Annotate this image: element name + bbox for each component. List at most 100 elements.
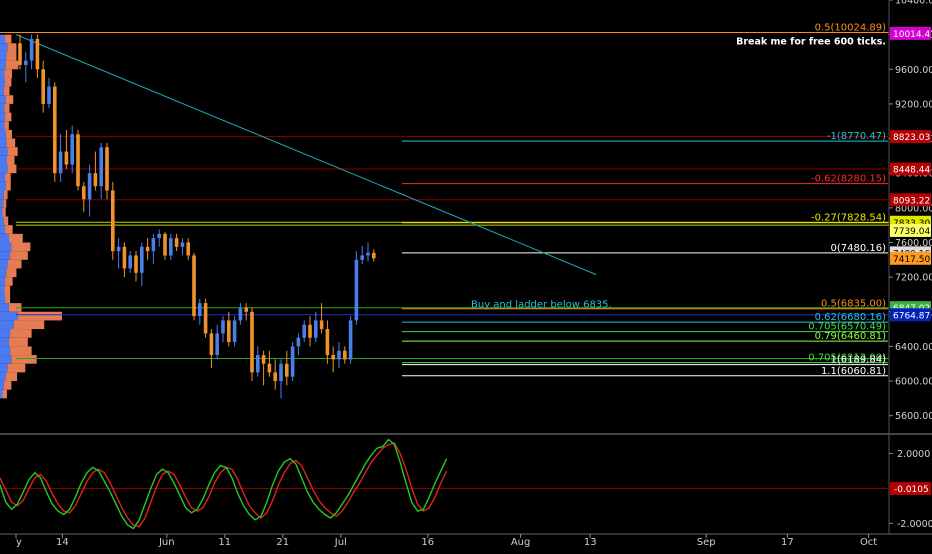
candle-body[interactable] [180, 242, 185, 247]
candle-body[interactable] [285, 363, 289, 377]
oscillator-tick-label: 2.0000 [897, 449, 930, 460]
price-badge-label: 7417.50 [893, 255, 930, 265]
price-axis[interactable]: 5600.006000.006400.006800.007200.007600.… [889, 0, 932, 530]
price-badge-label: 7739.04 [893, 227, 930, 237]
time-axis[interactable]: y 14 Jun 11 21 Jul 16 Aug 13 Sep 17 Oct [15, 534, 877, 548]
oscillator-value-badge[interactable] [890, 482, 931, 496]
candle-body[interactable] [366, 252, 370, 256]
candle-body[interactable] [87, 173, 92, 200]
candle-body[interactable] [151, 238, 156, 252]
candle-body[interactable] [18, 43, 22, 65]
candle-body[interactable] [308, 324, 312, 338]
profile-sell-bar [5, 372, 18, 382]
candle-body[interactable] [221, 320, 225, 334]
candle-body[interactable] [209, 333, 214, 356]
candle-body[interactable] [372, 252, 376, 259]
candle-body[interactable] [58, 151, 63, 174]
price-badge[interactable] [890, 162, 931, 176]
candle-body[interactable] [279, 363, 283, 382]
candle-body[interactable] [244, 307, 248, 312]
candle-body[interactable] [174, 238, 179, 247]
annotation-buy-ladder[interactable]: Buy and ladder below 6835. [471, 300, 612, 311]
candle-body[interactable] [24, 60, 28, 65]
candle-body[interactable] [203, 303, 208, 334]
candle-body[interactable] [47, 86, 51, 104]
candle-body[interactable] [238, 307, 243, 321]
candle-body[interactable] [29, 38, 34, 61]
candle-body[interactable] [169, 238, 173, 256]
price-badge[interactable] [890, 130, 931, 144]
candle-body[interactable] [337, 350, 341, 360]
price-badge[interactable] [890, 193, 931, 207]
annotations-layer[interactable]: Break me for free 600 ticks. Buy and ladd… [471, 36, 886, 310]
price-badge[interactable] [890, 308, 931, 322]
candle-body[interactable] [157, 233, 161, 239]
candle-body[interactable] [267, 363, 272, 373]
candle-body[interactable] [273, 372, 277, 382]
candle-body[interactable] [256, 355, 260, 373]
candle-body[interactable] [140, 246, 144, 273]
candles-layer[interactable] [18, 34, 376, 399]
candle-body[interactable] [261, 355, 266, 364]
fib-levels[interactable]: 0.5(10024.89) -1(8770.47) -0.62(8280.15) -0… [0, 22, 888, 377]
candle-body[interactable] [116, 246, 121, 252]
oscillator-d-line[interactable] [0, 442, 448, 528]
annotation-break-me[interactable]: Break me for free 600 ticks. [736, 36, 886, 47]
candle-body[interactable] [319, 320, 324, 330]
candle-body[interactable] [163, 233, 167, 256]
price-badge[interactable] [890, 26, 931, 40]
trendline-layer[interactable] [15, 34, 597, 275]
profile-buy-bar [0, 147, 8, 156]
profile-buy-bar [0, 346, 11, 356]
candle-body[interactable] [41, 69, 45, 104]
profile-buy-bar [0, 372, 6, 382]
profile-sell-bar [10, 251, 28, 260]
candle-body[interactable] [134, 255, 138, 273]
candle-body[interactable] [99, 147, 103, 187]
candle-body[interactable] [290, 346, 295, 377]
price-tick-label: 5600.00 [895, 411, 932, 422]
candle-body[interactable] [105, 147, 109, 191]
trendline[interactable] [15, 34, 597, 275]
candle-body[interactable] [215, 333, 219, 356]
candle-body[interactable] [354, 259, 359, 321]
candle-body[interactable] [93, 173, 98, 187]
price-badge[interactable] [890, 251, 931, 265]
candle-body[interactable] [198, 303, 202, 317]
candle-body[interactable] [76, 134, 80, 187]
candle-body[interactable] [128, 255, 132, 269]
candle-body[interactable] [70, 134, 74, 165]
price-tick-label: 6400.00 [895, 342, 932, 353]
profile-sell-bar [3, 381, 12, 390]
candle-body[interactable] [64, 151, 69, 165]
oscillator-pane[interactable] [0, 438, 889, 530]
candle-body[interactable] [145, 246, 150, 252]
candle-body[interactable] [35, 38, 40, 70]
profile-buy-bar [0, 164, 8, 174]
candle-body[interactable] [302, 324, 306, 338]
candle-body[interactable] [343, 350, 347, 360]
candle-body[interactable] [348, 320, 353, 360]
candle-body[interactable] [192, 255, 196, 317]
profile-sell-bar [13, 320, 45, 330]
price-badge[interactable] [890, 223, 931, 237]
candle-body[interactable] [122, 246, 127, 269]
candle-body[interactable] [325, 329, 330, 356]
candle-body[interactable] [250, 311, 254, 373]
candle-body[interactable] [82, 186, 86, 200]
candle-body[interactable] [232, 320, 237, 343]
candle-body[interactable] [53, 86, 57, 174]
candle-body[interactable] [314, 320, 318, 338]
candle-body[interactable] [111, 190, 115, 252]
horizontal-lines[interactable] [16, 31, 889, 360]
candle-body[interactable] [360, 255, 364, 260]
oscillator-k-line[interactable] [0, 438, 448, 530]
candle-body[interactable] [227, 320, 231, 343]
candle-body[interactable] [331, 355, 335, 360]
volume-profile [0, 34, 62, 399]
candle-body[interactable] [186, 242, 190, 256]
price-tick-label: 6000.00 [895, 377, 932, 388]
candle-body[interactable] [296, 337, 301, 347]
